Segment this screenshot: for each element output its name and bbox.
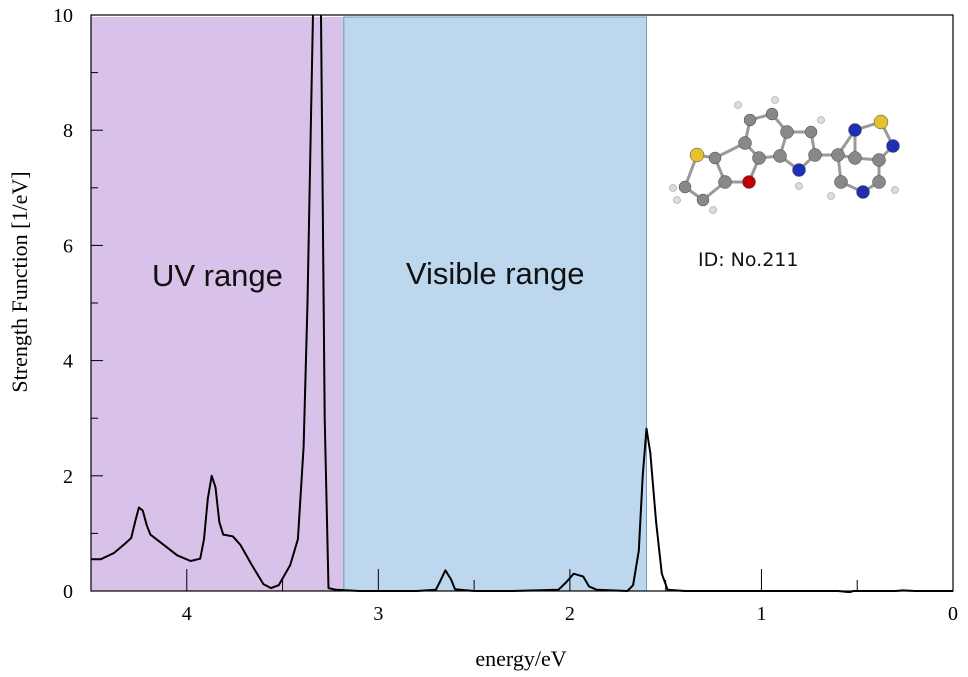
x-axis-title: energy/eV: [475, 646, 566, 671]
band-label-uv: UV range: [152, 258, 283, 293]
y-tick-label: 8: [63, 120, 73, 142]
x-tick-label: 2: [565, 603, 575, 625]
band-uv: [91, 17, 344, 591]
y-axis-title: Strength Function [1/eV]: [7, 171, 32, 392]
y-tick-label: 2: [63, 466, 73, 488]
y-tick-label: 6: [63, 235, 73, 257]
spectrum-layer: [91, 15, 953, 593]
x-tick-label: 0: [948, 603, 958, 625]
molecule-id-label: ID: No.211: [698, 249, 798, 271]
spectrum-line: [91, 15, 953, 593]
energy-bands: UV range Visible range: [91, 16, 648, 592]
y-tick-label: 0: [63, 581, 73, 603]
x-tick-label: 1: [756, 603, 766, 625]
x-tick-label: 4: [182, 603, 192, 625]
molecule-structure-image: [669, 96, 900, 214]
band-label-visible: Visible range: [406, 256, 585, 291]
band-visible: [343, 16, 648, 592]
x-tick-label: 3: [373, 603, 383, 625]
y-tick-label: 10: [53, 5, 73, 27]
y-tick-label: 4: [63, 351, 73, 373]
plot-frame: [90, 14, 954, 592]
